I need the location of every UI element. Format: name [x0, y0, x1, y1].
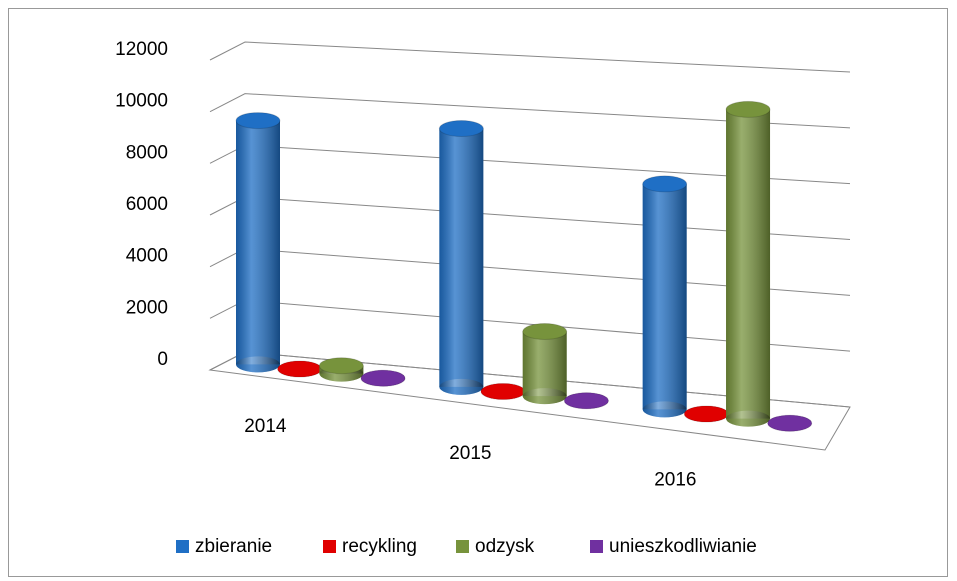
bar	[480, 382, 526, 400]
bar-top	[725, 100, 771, 118]
bar	[360, 369, 406, 387]
bar	[725, 100, 771, 427]
bar	[767, 414, 813, 432]
bar-top	[642, 175, 688, 193]
bar-top	[563, 392, 609, 410]
y-tick-label: 4000	[126, 246, 168, 267]
bar	[563, 392, 609, 410]
bar	[683, 405, 729, 423]
bar	[522, 323, 568, 405]
legend-label: zbieranie	[195, 536, 272, 557]
x-tick-label: 2014	[244, 416, 287, 437]
bar-shade	[439, 128, 484, 387]
legend-label: recykling	[342, 536, 417, 557]
legend-label: odzysk	[475, 536, 535, 557]
y-tick-label: 10000	[115, 91, 168, 112]
bar-top	[438, 120, 484, 138]
legend-swatch	[590, 540, 603, 553]
bar-top	[522, 323, 568, 340]
grid-line	[209, 41, 851, 73]
bar	[235, 112, 281, 373]
bar-top	[480, 382, 526, 400]
bar-shade-bottom	[522, 388, 567, 405]
bar-top	[318, 357, 364, 375]
bar	[642, 175, 688, 418]
bar-top	[767, 414, 813, 432]
grid-line	[209, 93, 851, 129]
legend-swatch	[456, 540, 469, 553]
bar-top	[683, 405, 729, 423]
legend-label: unieszkodliwianie	[609, 536, 757, 557]
bar-shade-bottom	[236, 356, 280, 373]
bar-shade	[642, 183, 687, 410]
bar	[277, 360, 323, 378]
bar-shade-bottom	[439, 378, 484, 395]
bar-shade-bottom	[642, 401, 687, 418]
y-tick-label: 0	[157, 349, 168, 370]
y-tick-label: 2000	[126, 297, 168, 318]
x-tick-label: 2016	[654, 470, 696, 491]
x-tick-label: 2015	[449, 443, 491, 464]
bar	[438, 120, 484, 395]
y-tick-label: 12000	[115, 39, 168, 60]
bar-shade	[726, 109, 771, 419]
bar-shade	[522, 331, 567, 397]
bar-shade	[236, 120, 280, 365]
bar	[318, 357, 364, 382]
legend-swatch	[323, 540, 336, 553]
bar-top	[360, 369, 406, 387]
bar-top	[277, 360, 323, 378]
bar-top	[235, 112, 281, 130]
y-tick-label: 8000	[126, 142, 168, 163]
legend-swatch	[176, 540, 189, 553]
bar-shade-bottom	[726, 410, 771, 427]
y-tick-label: 6000	[126, 194, 168, 215]
